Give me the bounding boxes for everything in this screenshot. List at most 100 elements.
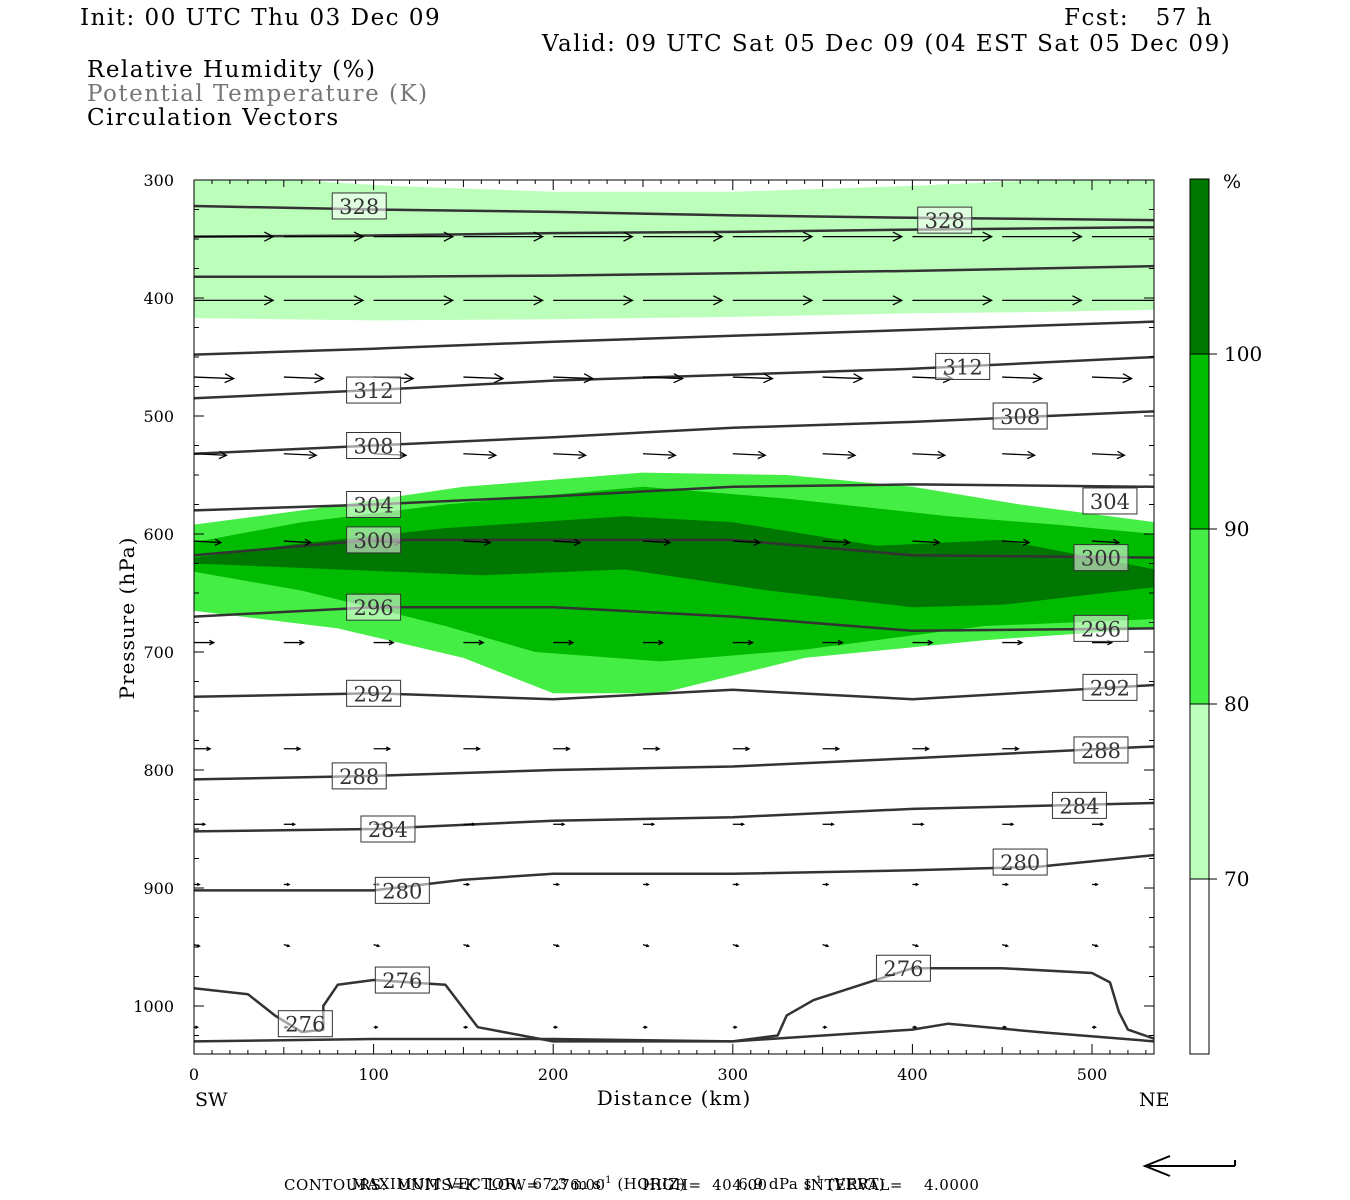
vector-arrow [822, 944, 830, 948]
axes: 300 400 500 600 700 800 900 1000 0 100 200 300 400 50… [133, 171, 1155, 1084]
svg-text:308: 308 [1000, 405, 1040, 429]
colorbar-segment [1189, 703, 1210, 880]
vector-arrow [822, 822, 835, 827]
x-tick-label: 100 [358, 1065, 389, 1084]
colorbar-segment [1189, 528, 1210, 705]
vector-arrow [1002, 295, 1083, 306]
colorbar: 70 80 90 100 [1189, 178, 1262, 1055]
vector-arrow [822, 538, 852, 546]
vector-arrow [1002, 639, 1024, 646]
contour-label: 284 [1051, 791, 1107, 819]
vector-arrow [553, 295, 634, 306]
colorbar-segment [1189, 878, 1210, 1055]
y-axis-title: Pressure (hPa) [115, 537, 139, 700]
theta-contour-308 [194, 410, 1154, 456]
svg-text:280: 280 [1000, 851, 1040, 875]
vector-arrow [283, 373, 325, 384]
svg-text:284: 284 [368, 818, 408, 842]
vector-arrow [912, 231, 994, 242]
y-tick-label: 800 [143, 761, 174, 780]
field-label-theta: Potential Temperature (K) [87, 81, 429, 107]
valid-time: Valid: 09 UTC Sat 05 Dec 09 (04 EST Sat … [542, 31, 1232, 57]
vector-arrow [553, 450, 588, 460]
svg-text:304: 304 [354, 494, 394, 518]
vector-arrow [553, 538, 582, 546]
vector-arrow [642, 450, 677, 460]
svg-text:288: 288 [339, 765, 379, 789]
vector-arrow [822, 295, 904, 306]
vector-arrow [732, 822, 746, 827]
svg-text:312: 312 [354, 379, 394, 403]
vector-arrow [283, 450, 318, 460]
vector-arrow [1091, 450, 1126, 460]
vector-arrow [643, 822, 656, 827]
x-tick-label: 400 [897, 1065, 928, 1084]
vector-arrow [912, 538, 941, 546]
vector-arrow [912, 450, 947, 460]
field-label-rh: Relative Humidity (%) [87, 57, 377, 83]
vector-arrow [283, 295, 365, 306]
horiz-value: 67.3 m s [532, 1175, 602, 1193]
vector-arrow [732, 944, 740, 948]
theta-contour-276 [194, 1022, 1154, 1043]
contour-label: 328 [331, 192, 387, 220]
vector-arrow [642, 944, 650, 948]
colorbar-label: 70 [1224, 867, 1249, 891]
vector-arrow [912, 746, 931, 752]
vector-arrow [463, 746, 482, 752]
contour-label: 276 [277, 1010, 333, 1038]
y-tick-label: 500 [143, 407, 174, 426]
vector-arrow [1002, 746, 1020, 752]
vector-arrow [732, 231, 814, 242]
vector-arrow [194, 295, 275, 306]
vector-arrow [1092, 882, 1099, 887]
vector-arrow [1092, 299, 1154, 302]
svg-text:296: 296 [354, 596, 394, 620]
vector-arrow [1002, 944, 1010, 948]
svg-text:276: 276 [382, 969, 422, 993]
svg-text:292: 292 [1090, 676, 1130, 700]
vector-arrow [283, 639, 306, 646]
vector-arrow [912, 822, 925, 827]
svg-text:312: 312 [943, 355, 983, 379]
vector-arrow [732, 1025, 738, 1029]
x-axis-title: Distance (km) [597, 1086, 752, 1110]
plot-area: 328 328 312 312 308 308 304 304 300 300 296 296 292 2… [194, 180, 1154, 1043]
vector-arrow [283, 231, 365, 242]
vert-tag: (VERT) [827, 1175, 886, 1193]
vector-arrow [1002, 450, 1037, 460]
contour-label: 308 [346, 432, 402, 459]
y-tick-label: 900 [143, 879, 174, 898]
colorbar-segment [1189, 178, 1210, 355]
vert-exp: -1 [811, 1175, 823, 1186]
theta-contour-292 [194, 683, 1154, 701]
vector-arrow [194, 639, 216, 646]
vector-arrow [283, 944, 291, 948]
vector-arrow [194, 746, 212, 752]
contour-label: 312 [935, 352, 991, 380]
y-tick-label: 300 [143, 171, 174, 190]
vector-arrow [1002, 373, 1044, 384]
y-tick-label: 700 [143, 643, 174, 662]
svg-text:292: 292 [354, 682, 394, 706]
x-tick-label: 300 [718, 1065, 749, 1084]
vector-arrow [194, 538, 223, 546]
vector-arrow [463, 639, 485, 646]
x-end-label-left: SW [195, 1089, 228, 1111]
vector-arrow [1092, 235, 1154, 238]
vector-arrow [1002, 822, 1015, 827]
plot-clip-group [194, 180, 1154, 1043]
vector-arrow [822, 882, 830, 887]
y-tick-label: 400 [143, 289, 174, 308]
vector-arrow [732, 746, 751, 752]
theta-contour-320 [194, 264, 1154, 279]
vector-arrow [373, 295, 455, 306]
vector-arrow [1002, 538, 1031, 546]
vector-arrow [463, 450, 498, 460]
contour-label: 304 [346, 491, 402, 518]
vector-arrow [194, 373, 236, 384]
vector-arrow [822, 746, 841, 752]
svg-text:328: 328 [925, 209, 965, 233]
colorbar-segment [1189, 353, 1210, 530]
vector-arrow [822, 1025, 828, 1029]
